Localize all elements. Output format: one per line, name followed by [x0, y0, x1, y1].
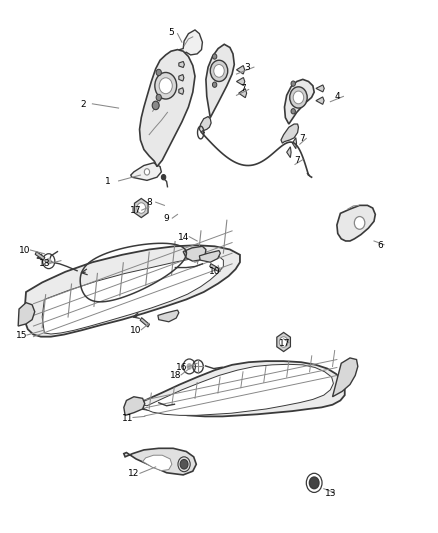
Text: 17: 17 [279, 339, 290, 348]
Text: 18: 18 [170, 371, 181, 380]
Text: 2: 2 [81, 100, 86, 109]
Circle shape [214, 64, 224, 77]
Text: 16: 16 [176, 363, 187, 372]
Text: 7: 7 [299, 134, 305, 143]
Polygon shape [332, 358, 358, 397]
Polygon shape [239, 88, 247, 98]
Text: 10: 10 [19, 246, 31, 255]
Polygon shape [35, 252, 45, 260]
Polygon shape [18, 303, 35, 326]
Text: 15: 15 [16, 331, 28, 340]
Polygon shape [210, 264, 219, 271]
Polygon shape [158, 310, 179, 322]
Circle shape [156, 94, 161, 101]
Polygon shape [316, 97, 324, 104]
Circle shape [291, 109, 295, 114]
Circle shape [212, 82, 217, 87]
Polygon shape [179, 75, 184, 81]
Text: 12: 12 [128, 470, 140, 478]
Circle shape [145, 168, 150, 175]
Circle shape [354, 216, 365, 229]
Circle shape [180, 459, 188, 469]
Polygon shape [143, 455, 172, 471]
Circle shape [291, 81, 295, 86]
Text: 11: 11 [122, 414, 133, 423]
Polygon shape [140, 318, 149, 327]
Circle shape [156, 69, 161, 76]
Polygon shape [140, 50, 195, 166]
Polygon shape [42, 256, 223, 334]
Text: 10: 10 [130, 326, 142, 335]
Text: 17: 17 [130, 206, 142, 215]
Circle shape [309, 477, 319, 489]
Polygon shape [179, 61, 184, 68]
Polygon shape [285, 79, 314, 124]
Polygon shape [292, 138, 297, 149]
Polygon shape [199, 117, 211, 133]
Circle shape [152, 101, 159, 110]
Circle shape [46, 258, 52, 264]
Polygon shape [134, 198, 148, 217]
Circle shape [137, 203, 145, 213]
Text: 18: 18 [39, 260, 50, 268]
Text: 1: 1 [105, 177, 110, 186]
Text: 7: 7 [295, 156, 300, 165]
Text: 5: 5 [168, 28, 174, 37]
Polygon shape [25, 245, 240, 337]
Polygon shape [237, 66, 245, 74]
Text: 6: 6 [378, 241, 383, 250]
Polygon shape [183, 246, 206, 261]
Polygon shape [277, 333, 290, 352]
Polygon shape [281, 124, 298, 143]
Polygon shape [287, 147, 291, 158]
Circle shape [293, 91, 304, 104]
Circle shape [279, 337, 288, 348]
Polygon shape [180, 30, 202, 56]
Circle shape [159, 78, 172, 94]
Circle shape [210, 60, 228, 82]
Polygon shape [316, 85, 324, 92]
Circle shape [161, 174, 166, 180]
Polygon shape [206, 44, 234, 118]
Circle shape [155, 72, 177, 99]
Polygon shape [131, 163, 161, 180]
Polygon shape [124, 448, 196, 475]
Text: 10: 10 [209, 268, 220, 276]
Circle shape [187, 363, 192, 370]
Polygon shape [128, 361, 345, 416]
Polygon shape [199, 251, 220, 262]
Text: 8: 8 [146, 198, 152, 207]
Text: 3: 3 [244, 63, 250, 71]
Circle shape [212, 54, 217, 59]
Polygon shape [179, 88, 184, 94]
Text: 14: 14 [178, 233, 190, 242]
Polygon shape [124, 397, 145, 415]
Polygon shape [237, 77, 245, 85]
Polygon shape [141, 365, 333, 415]
Text: 9: 9 [164, 214, 170, 223]
Text: 13: 13 [325, 489, 336, 498]
Polygon shape [148, 101, 166, 112]
Text: 7: 7 [240, 84, 246, 93]
Circle shape [290, 87, 307, 108]
Text: 4: 4 [334, 92, 340, 101]
Polygon shape [337, 205, 375, 241]
